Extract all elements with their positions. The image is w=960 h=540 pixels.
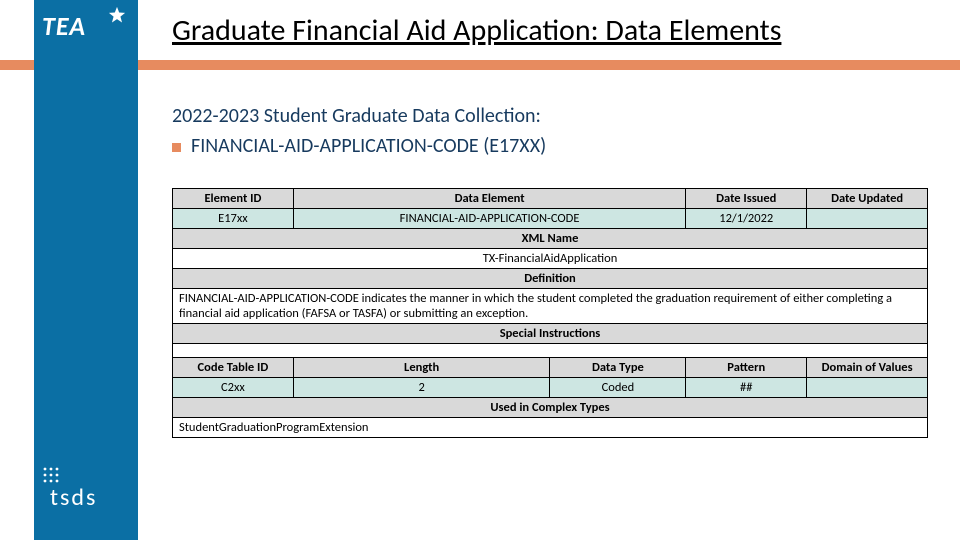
th-xml-name: XML Name: [173, 229, 928, 249]
tsds-logo: tsds: [50, 483, 97, 512]
bullet-text: FINANCIAL-AID-APPLICATION-CODE (E17XX): [191, 134, 546, 158]
td-date-issued: 12/1/2022: [686, 209, 807, 229]
table-xml-value-row: TX-FinancialAidApplication: [173, 249, 928, 269]
slide: TEA tsds Graduate Financial Aid Applicat…: [0, 0, 960, 540]
td-domain-of-values: [807, 378, 928, 398]
th-length: Length: [293, 358, 550, 378]
th-special-instructions: Special Instructions: [173, 324, 928, 344]
td-code-table-id: C2xx: [173, 378, 294, 398]
th-date-updated: Date Updated: [807, 189, 928, 209]
data-elements-table: Element ID Data Element Date Issued Date…: [172, 188, 928, 438]
th-used-in-complex-types: Used in Complex Types: [173, 398, 928, 418]
td-xml-name: TX-FinancialAidApplication: [173, 249, 928, 269]
th-domain-of-values: Domain of Values: [807, 358, 928, 378]
td-used-in-complex-types: StudentGraduationProgramExtension: [173, 418, 928, 438]
td-definition: FINANCIAL-AID-APPLICATION-CODE indicates…: [173, 289, 928, 324]
body-line-1: 2022-2023 Student Graduate Data Collecti…: [172, 104, 541, 128]
th-element-id: Element ID: [173, 189, 294, 209]
td-element-id: E17xx: [173, 209, 294, 229]
table-header-row-2: Code Table ID Length Data Type Pattern D…: [173, 358, 928, 378]
tea-star-icon: [108, 6, 126, 24]
sidebar: [34, 0, 138, 540]
table-uct-value-row: StudentGraduationProgramExtension: [173, 418, 928, 438]
th-definition: Definition: [173, 269, 928, 289]
table-header-row-1: Element ID Data Element Date Issued Date…: [173, 189, 928, 209]
table-def-value-row: FINANCIAL-AID-APPLICATION-CODE indicates…: [173, 289, 928, 324]
bullet-row: FINANCIAL-AID-APPLICATION-CODE (E17XX): [172, 134, 546, 158]
table-def-header-row: Definition: [173, 269, 928, 289]
td-length: 2: [293, 378, 550, 398]
orange-divider: [0, 60, 960, 70]
tea-logo: TEA: [42, 10, 86, 42]
td-data-element: FINANCIAL-AID-APPLICATION-CODE: [293, 209, 686, 229]
page-title: Graduate Financial Aid Application: Data…: [172, 12, 781, 49]
table-si-value-row: [173, 344, 928, 358]
table-row-teal-2: C2xx 2 Coded ##: [173, 378, 928, 398]
td-data-type: Coded: [550, 378, 686, 398]
th-pattern: Pattern: [686, 358, 807, 378]
th-data-element: Data Element: [293, 189, 686, 209]
th-date-issued: Date Issued: [686, 189, 807, 209]
th-data-type: Data Type: [550, 358, 686, 378]
table-xml-header-row: XML Name: [173, 229, 928, 249]
bullet-square-icon: [172, 143, 181, 152]
table-uct-header-row: Used in Complex Types: [173, 398, 928, 418]
td-date-updated: [807, 209, 928, 229]
table-si-header-row: Special Instructions: [173, 324, 928, 344]
td-pattern: ##: [686, 378, 807, 398]
orange-divider-sidebar-cover: [34, 60, 138, 70]
td-special-instructions: [173, 344, 928, 358]
table-row-teal-1: E17xx FINANCIAL-AID-APPLICATION-CODE 12/…: [173, 209, 928, 229]
th-code-table-id: Code Table ID: [173, 358, 294, 378]
